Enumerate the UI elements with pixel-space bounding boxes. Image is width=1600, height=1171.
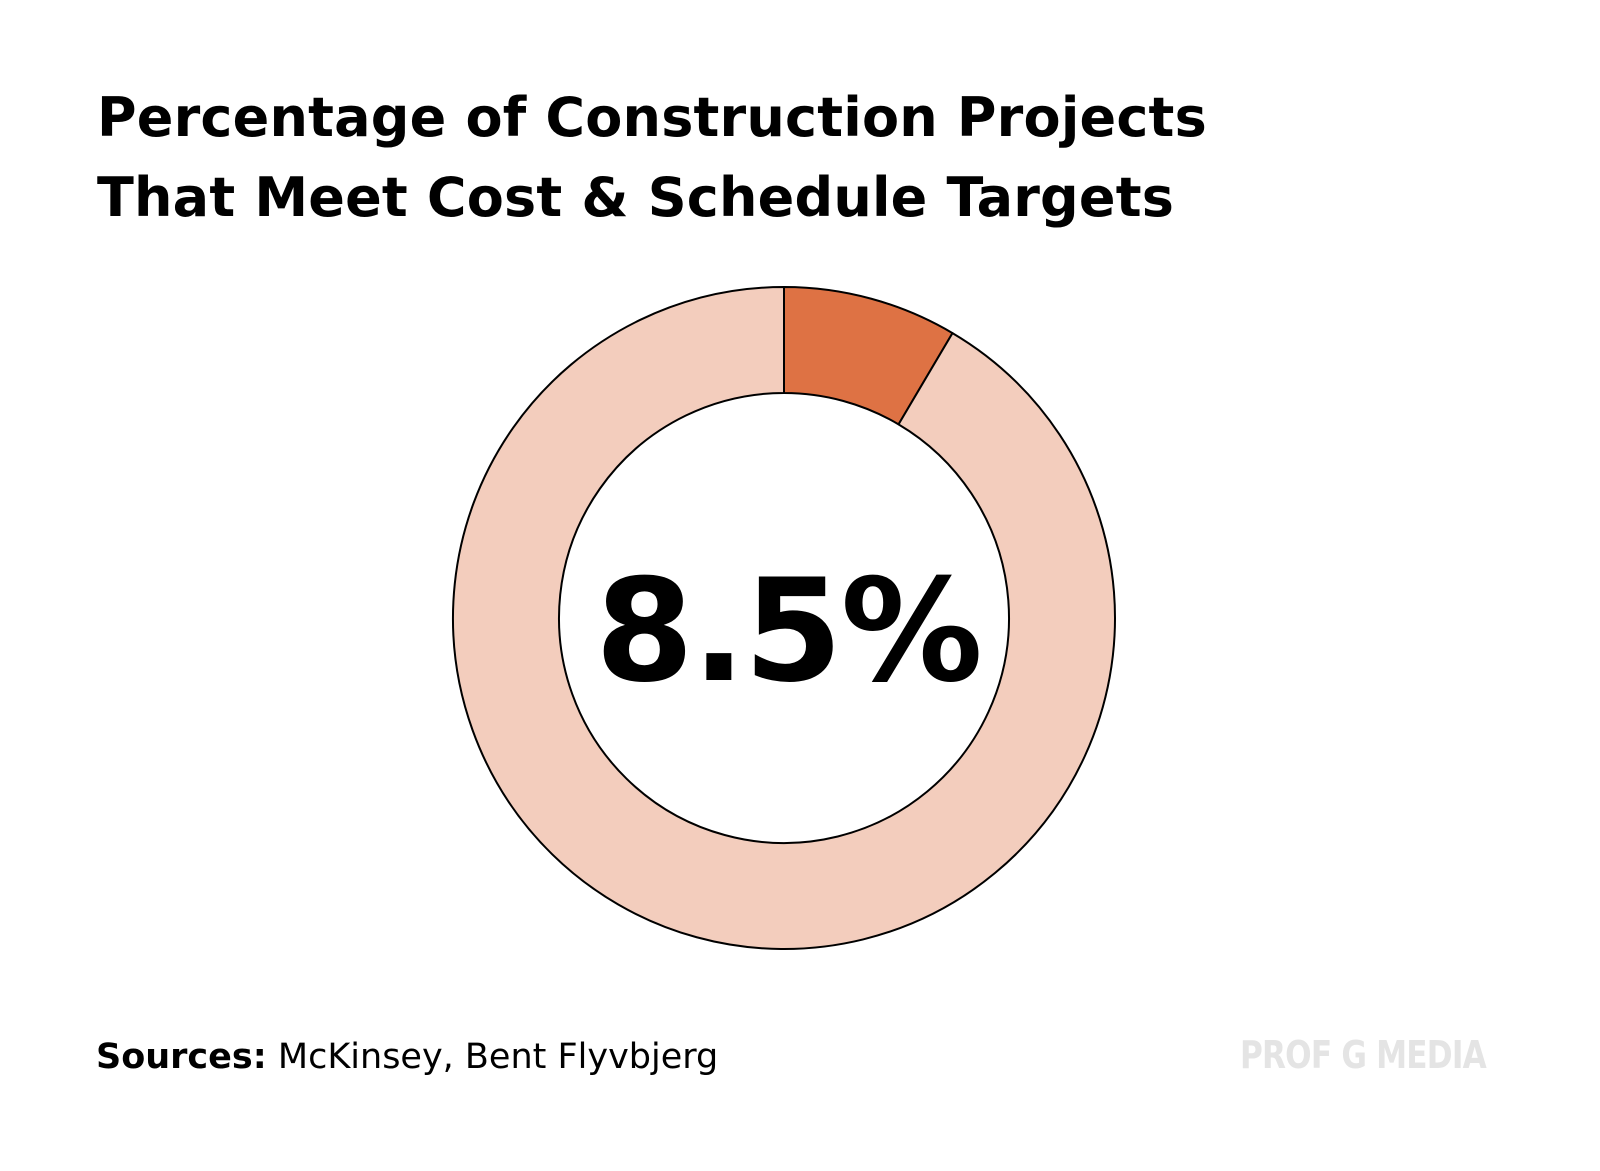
sources-label: Sources:	[96, 1037, 267, 1077]
brand-watermark: PROF G MEDIA	[1240, 1033, 1487, 1077]
sources-note: Sources: McKinsey, Bent Flyvbjerg	[96, 1034, 718, 1080]
chart-title-line-1: Percentage of Construction Projects	[97, 86, 1207, 149]
sources-text: McKinsey, Bent Flyvbjerg	[277, 1037, 719, 1077]
donut-chart: 8.5%	[452, 286, 1116, 950]
chart-title: Percentage of Construction Projects That…	[97, 78, 1397, 238]
chart-title-line-2: That Meet Cost & Schedule Targets	[97, 166, 1175, 229]
center-value-label: 8.5%	[595, 549, 981, 714]
donut-slice-2	[452, 286, 1116, 950]
donut-slices	[452, 286, 1116, 950]
